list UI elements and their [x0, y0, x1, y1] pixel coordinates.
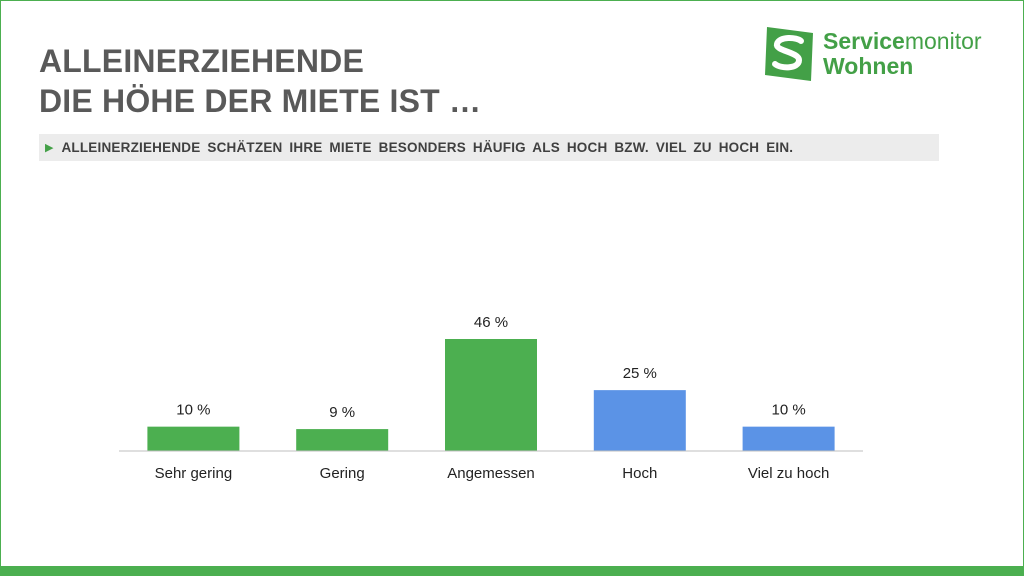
triangle-right-icon: ▶: [45, 142, 54, 154]
category-label: Gering: [320, 465, 365, 482]
data-label: 10 %: [176, 402, 210, 419]
bar-gering: [296, 429, 389, 451]
servicemonitor-logo: Servicemonitor Wohnen: [761, 23, 1011, 87]
bar-sehr-gering: [147, 426, 240, 451]
category-label: Hoch: [622, 465, 657, 482]
category-label: Viel zu hoch: [748, 465, 829, 482]
s-logo-icon: [765, 27, 813, 81]
bar-angemessen: [445, 339, 537, 451]
logo-word-monitor: monitor: [904, 28, 982, 54]
data-label: 9 %: [329, 404, 355, 421]
category-label: Angemessen: [447, 465, 535, 482]
logo-wordmark: Servicemonitor Wohnen: [823, 29, 982, 79]
logo-word-service: Service: [823, 28, 905, 54]
bar-hoch: [593, 390, 686, 451]
data-label: 46 %: [474, 314, 508, 331]
title-line-1: ALLEINERZIEHENDE: [39, 43, 364, 79]
data-label: 10 %: [771, 402, 805, 419]
subtitle-bar: ▶ ALLEINERZIEHENDE SCHÄTZEN IHRE MIETE B…: [39, 134, 939, 161]
page-title: ALLEINERZIEHENDE DIE HÖHE DER MIETE IST …: [39, 41, 481, 121]
subtitle-text: ALLEINERZIEHENDE SCHÄTZEN IHRE MIETE BES…: [61, 140, 794, 155]
bar-viel-zu-hoch: [742, 426, 835, 451]
category-label: Sehr gering: [155, 465, 233, 482]
title-line-2: DIE HÖHE DER MIETE IST …: [39, 83, 482, 119]
bottom-band: [1, 566, 1024, 575]
logo-word-wohnen: Wohnen: [823, 53, 914, 79]
data-label: 25 %: [623, 365, 657, 382]
